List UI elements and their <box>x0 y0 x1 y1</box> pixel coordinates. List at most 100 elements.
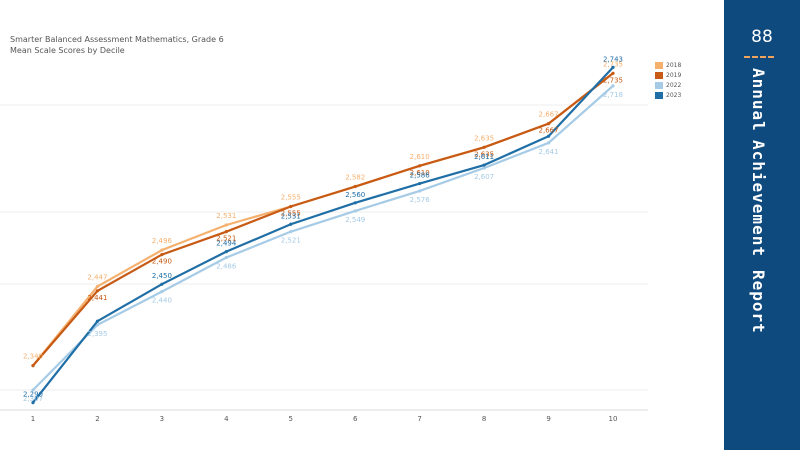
data-label-2019: 2,610 <box>410 169 430 177</box>
x-tick-label: 4 <box>224 415 229 423</box>
data-point-2022 <box>611 84 615 88</box>
data-point-2018 <box>224 223 228 227</box>
series-line-2018 <box>32 72 614 367</box>
legend-label: 2018 <box>666 61 682 69</box>
data-label-2022: 2,576 <box>410 196 431 204</box>
sidebar-word-achievement: Achievement <box>749 140 768 257</box>
data-point-2019 <box>289 204 293 209</box>
sidebar-word-annual: Annual <box>749 68 768 132</box>
data-label-2023: 2,560 <box>345 191 365 199</box>
chart-legend: 2018 2019 2022 2023 <box>655 60 681 100</box>
data-label-2023: 2,450 <box>152 272 172 280</box>
legend-item-2018: 2018 <box>655 60 681 70</box>
line-chart: 1 2 3 4 5 6 7 8 9 102,3402,4472,4962,5312,5552,58… <box>0 55 648 423</box>
data-label-2018: 2,635 <box>474 134 494 142</box>
legend-label: 2023 <box>666 91 682 99</box>
data-label-2018: 2,340 <box>23 353 43 361</box>
data-point-2019 <box>482 145 486 149</box>
data-point-2022 <box>418 189 422 193</box>
data-point-2022 <box>546 141 551 145</box>
data-point-2022 <box>482 166 486 170</box>
data-point-2022 <box>160 290 164 294</box>
x-tick-label: 3 <box>160 415 164 423</box>
data-point-2022 <box>95 323 100 327</box>
data-point-2019 <box>224 230 228 234</box>
x-tick-label: 6 <box>353 415 358 423</box>
data-label-2018: 2,555 <box>281 194 301 202</box>
legend-swatch <box>655 71 663 79</box>
data-point-2019 <box>160 253 164 257</box>
data-label-2018: 2,447 <box>87 273 107 281</box>
data-label-2019: 2,735 <box>603 76 623 84</box>
x-tick-label: 9 <box>546 415 550 423</box>
x-tick-label: 5 <box>289 415 293 423</box>
data-point-2019 <box>418 164 422 168</box>
data-label-2019: 2,490 <box>152 258 172 266</box>
data-label-2019: 2,441 <box>87 294 107 302</box>
data-label-2018: 2,667 <box>539 111 559 119</box>
series-line-2023 <box>32 66 614 404</box>
orange-dash-divider <box>744 56 774 58</box>
legend-item-2019: 2019 <box>655 70 681 80</box>
data-point-2023 <box>289 222 293 226</box>
data-point-2019 <box>546 122 551 126</box>
data-label-2022: 2,607 <box>474 173 494 181</box>
data-label-2019: 2,521 <box>216 235 236 243</box>
data-point-2023 <box>611 65 615 69</box>
data-point-2022 <box>224 255 228 260</box>
data-point-2022 <box>31 388 35 392</box>
data-label-2018: 2,735 <box>603 60 623 68</box>
legend-label: 2019 <box>666 71 682 79</box>
sidebar: 88 Annual Achievement Report <box>724 0 800 450</box>
chart-title-block: Smarter Balanced Assessment Mathematics,… <box>10 34 224 56</box>
data-label-2022: 2,395 <box>87 330 107 338</box>
x-tick-label: 1 <box>31 415 35 423</box>
legend-item-2023: 2023 <box>655 90 681 100</box>
data-label-2023: 2,494 <box>216 240 237 248</box>
data-label-2023: 2,611 <box>474 153 494 161</box>
data-label-2018: 2,496 <box>152 237 173 245</box>
data-point-2023 <box>31 401 35 405</box>
data-label-2018: 2,582 <box>345 174 365 182</box>
legend-swatch <box>655 61 663 69</box>
data-label-2022: 2,307 <box>23 395 43 403</box>
data-point-2019 <box>611 71 615 75</box>
data-label-2019: 2,555 <box>281 210 301 218</box>
data-point-2018 <box>95 284 100 289</box>
data-label-2022: 2,486 <box>216 263 237 271</box>
data-label-2022: 2,440 <box>152 297 172 305</box>
legend-swatch <box>655 91 663 99</box>
data-label-2018: 2,531 <box>216 212 236 220</box>
data-label-2023: 2,586 <box>410 172 431 180</box>
legend-swatch <box>655 81 663 89</box>
data-label-2019: 2,667 <box>539 127 559 135</box>
data-label-2022: 2,718 <box>603 91 623 99</box>
data-point-2023 <box>160 282 164 286</box>
data-label-2023: 2,743 <box>603 55 623 63</box>
data-point-2018 <box>160 248 164 252</box>
chart-subtitle: Mean Scale Scores by Decile <box>10 46 125 55</box>
data-point-2019 <box>31 364 35 368</box>
data-point-2023 <box>482 163 486 167</box>
data-point-2023 <box>95 319 100 323</box>
data-label-2023: 2,290 <box>23 391 43 399</box>
data-label-2019: 2,635 <box>474 150 494 158</box>
series-line-2019 <box>32 72 614 367</box>
data-label-2022: 2,641 <box>539 148 559 156</box>
data-label-2022: 2,549 <box>345 216 365 224</box>
data-point-2023 <box>546 134 551 138</box>
data-point-2023 <box>224 250 228 254</box>
data-point-2022 <box>289 230 293 234</box>
x-tick-label: 2 <box>95 415 99 423</box>
page-number: 88 <box>751 27 773 47</box>
x-tick-label: 10 <box>609 415 618 423</box>
data-point-2019 <box>95 289 100 293</box>
data-point-2022 <box>353 209 357 213</box>
data-point-2023 <box>418 181 422 186</box>
x-tick-label: 8 <box>482 415 486 423</box>
series-line-2022 <box>32 85 614 391</box>
chart-title: Smarter Balanced Assessment Mathematics,… <box>10 35 224 44</box>
legend-item-2022: 2022 <box>655 80 681 90</box>
sidebar-word-report: Report <box>749 270 768 334</box>
data-label-2022: 2,521 <box>281 237 301 245</box>
